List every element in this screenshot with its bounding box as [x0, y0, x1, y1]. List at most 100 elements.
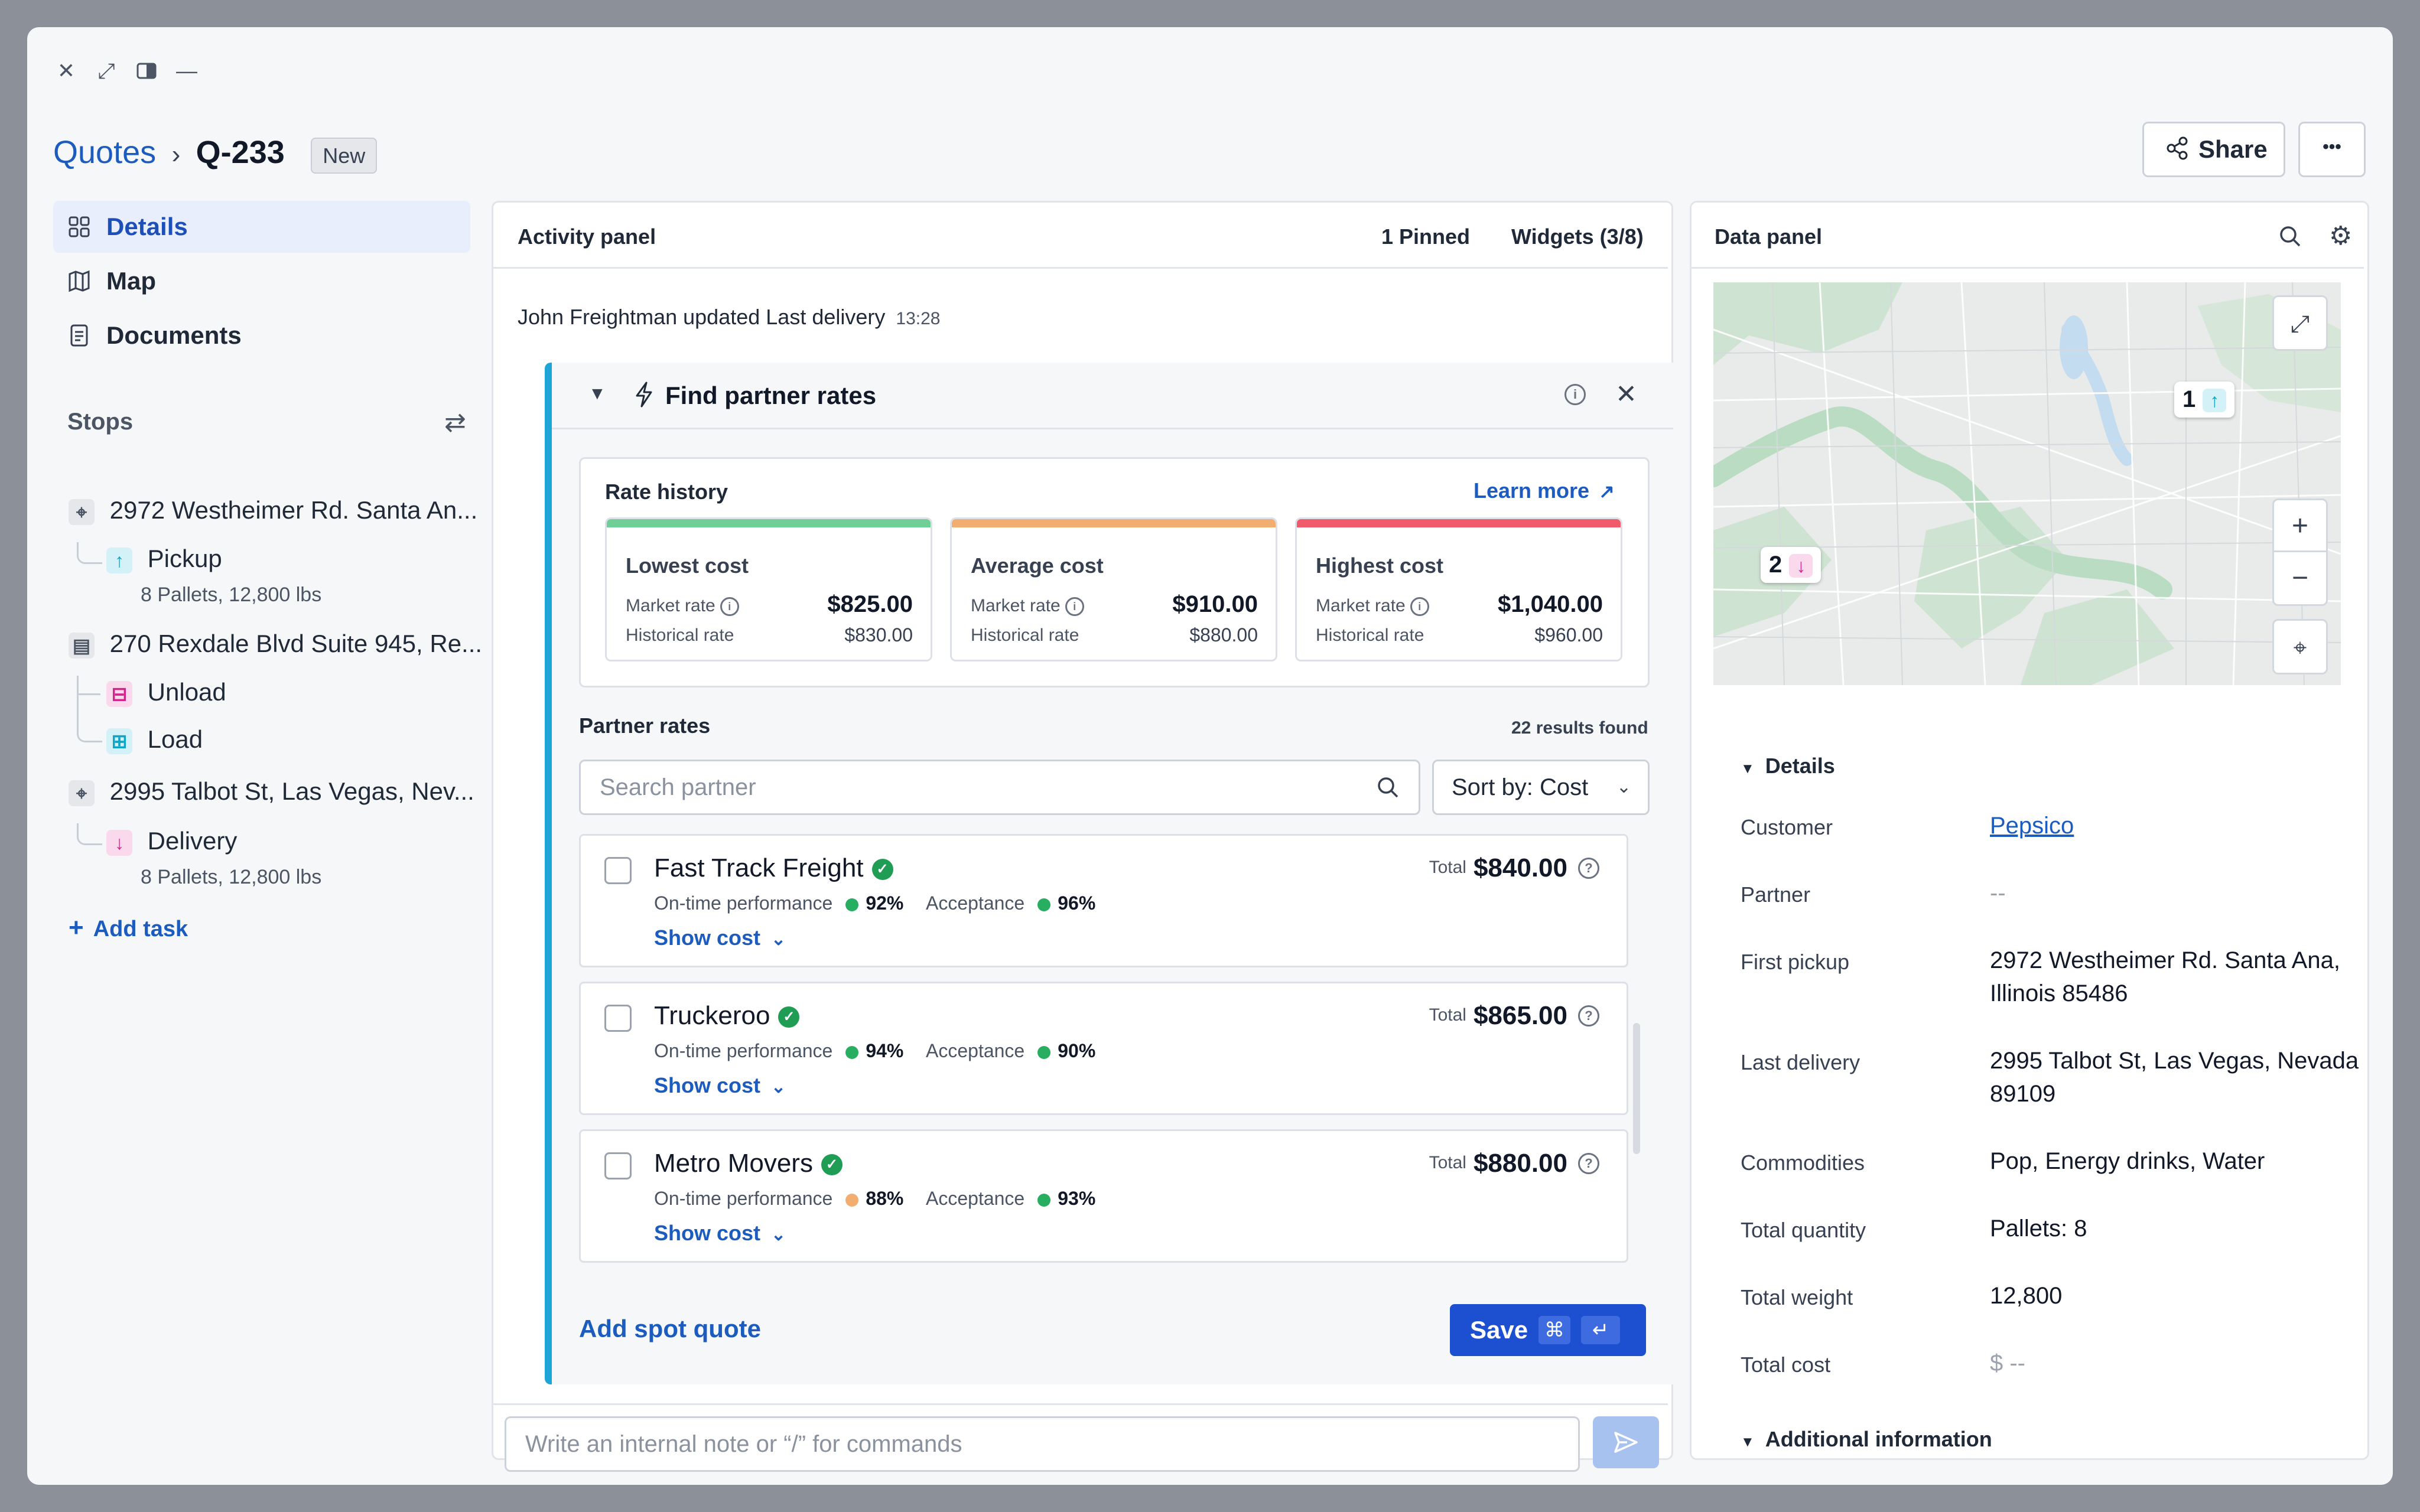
- share-button[interactable]: Share: [2142, 122, 2285, 177]
- task-unload[interactable]: ⊟ Unload: [106, 678, 226, 707]
- verified-badge-icon: ✓: [871, 859, 893, 881]
- select-checkbox[interactable]: [604, 857, 632, 884]
- info-icon[interactable]: i: [1065, 597, 1084, 617]
- task-label: Delivery: [147, 827, 238, 855]
- collapse-caret-icon[interactable]: ▼: [588, 384, 606, 403]
- task-pickup[interactable]: ↑ Pickup: [106, 545, 222, 573]
- pin-label: 2: [1769, 552, 1783, 578]
- add-spot-quote-link[interactable]: Add spot quote: [579, 1315, 761, 1342]
- partner-name: Metro Movers: [654, 1149, 813, 1178]
- stop-address-2[interactable]: ▤ 270 Rexdale Blvd Suite 945, Re...: [69, 630, 482, 659]
- share-icon: [2164, 135, 2190, 164]
- internal-note-input[interactable]: Write an internal note or “/” for comman…: [505, 1416, 1580, 1472]
- task-load[interactable]: ⊞ Load: [106, 725, 203, 754]
- route-map[interactable]: 1 ↑ 2 ↓ ⤢ + − ⌖: [1713, 282, 2341, 685]
- save-button[interactable]: Save ⌘ ↵: [1450, 1304, 1646, 1356]
- help-icon[interactable]: ?: [1578, 1153, 1599, 1174]
- map-pin-1[interactable]: 1 ↑: [2174, 382, 2235, 418]
- total-value: $840.00: [1473, 853, 1567, 882]
- map-pin-2[interactable]: 2 ↓: [1761, 547, 1821, 583]
- ontime-metric: On-time performance 94%: [654, 1040, 904, 1061]
- save-label: Save: [1470, 1316, 1528, 1344]
- minus-icon: −: [2291, 562, 2309, 594]
- sidebar-toggle-icon[interactable]: [134, 58, 160, 84]
- row-total: Total $865.00?: [1429, 1001, 1599, 1031]
- help-icon[interactable]: ?: [1578, 858, 1599, 879]
- gear-icon[interactable]: ⚙: [2329, 221, 2353, 250]
- task-delivery[interactable]: ↓ Delivery: [106, 827, 237, 856]
- show-cost-toggle[interactable]: Show cost ⌄: [654, 1073, 786, 1097]
- add-task-button[interactable]: + Add task: [69, 913, 188, 943]
- partner-name: Fast Track Freight: [654, 853, 864, 882]
- more-options-button[interactable]: •••: [2298, 122, 2366, 177]
- stop-address-3[interactable]: ⌖ 2995 Talbot St, Las Vegas, Nev...: [69, 777, 474, 806]
- caret-down-icon: ▼: [1741, 761, 1755, 777]
- send-button[interactable]: [1593, 1416, 1659, 1468]
- show-cost-toggle[interactable]: Show cost ⌄: [654, 926, 786, 950]
- historical-rate-label: Historical rate: [1316, 625, 1424, 645]
- minimize-icon[interactable]: —: [176, 58, 197, 83]
- help-icon[interactable]: ?: [1578, 1005, 1599, 1027]
- historical-rate-value: $830.00: [844, 624, 913, 646]
- status-dot: [1037, 1045, 1051, 1059]
- box-down-icon: ⊟: [106, 681, 132, 707]
- location-pin-icon: ⌖: [69, 499, 95, 525]
- field-value-customer[interactable]: Pepsico: [1990, 809, 2368, 842]
- info-icon[interactable]: i: [1410, 597, 1429, 617]
- results-count: 22 results found: [1511, 718, 1648, 738]
- search-icon[interactable]: [1375, 774, 1401, 803]
- search-icon[interactable]: [2277, 223, 2303, 252]
- search-partner-input[interactable]: Search partner: [579, 760, 1420, 815]
- arrow-up-icon: ↑: [2203, 389, 2227, 412]
- zoom-out-button[interactable]: −: [2272, 550, 2328, 606]
- nav-item-details[interactable]: Details: [53, 201, 470, 253]
- info-icon[interactable]: i: [720, 597, 739, 617]
- partner-row[interactable]: Metro Movers ✓ On-time performance 88% Acc…: [579, 1129, 1628, 1263]
- field-label-commodities: Commodities: [1741, 1151, 1865, 1175]
- expand-icon[interactable]: ⤢: [97, 58, 115, 83]
- locate-button[interactable]: ⌖: [2272, 619, 2328, 674]
- rate-card-title: Average cost: [971, 553, 1104, 578]
- market-rate-label: Market rate i: [971, 596, 1084, 617]
- activity-panel-title: Activity panel: [518, 224, 656, 249]
- sort-dropdown[interactable]: Sort by: Cost ⌄: [1432, 760, 1650, 815]
- customer-link[interactable]: Pepsico: [1990, 813, 2074, 839]
- share-label: Share: [2198, 135, 2268, 163]
- partner-row[interactable]: Fast Track Freight ✓ On-time performance 9…: [579, 834, 1628, 967]
- rate-card-title: Lowest cost: [626, 553, 749, 578]
- close-icon[interactable]: ✕: [57, 58, 76, 83]
- nav-item-documents[interactable]: Documents: [53, 309, 470, 361]
- pinned-button[interactable]: 1 Pinned: [1381, 224, 1471, 249]
- divider: [1692, 267, 2364, 269]
- widgets-button[interactable]: Widgets (3/8): [1511, 224, 1644, 249]
- show-cost-toggle[interactable]: Show cost ⌄: [654, 1221, 786, 1245]
- stop-address-1[interactable]: ⌖ 2972 Westheimer Rd. Santa An...: [69, 496, 477, 525]
- rate-card-bar: [952, 519, 1276, 527]
- info-icon[interactable]: i: [1560, 384, 1586, 405]
- swap-icon[interactable]: ⇄: [444, 408, 466, 437]
- field-label-first-pickup: First pickup: [1741, 950, 1850, 974]
- select-checkbox[interactable]: [604, 1152, 632, 1179]
- scrollbar-thumb[interactable]: [1633, 1023, 1640, 1154]
- additional-info-toggle[interactable]: ▼ Additional information: [1741, 1427, 1992, 1452]
- rate-card-title: Highest cost: [1316, 553, 1444, 578]
- rate-card-lowest: Lowest cost Market rate i $825.00 Histori…: [605, 517, 932, 662]
- zoom-in-button[interactable]: +: [2272, 498, 2328, 554]
- close-widget-icon[interactable]: ✕: [1615, 380, 1637, 409]
- select-checkbox[interactable]: [604, 1005, 632, 1032]
- field-value-total-cost: $ --: [1990, 1350, 2025, 1376]
- crosshair-icon: ⌖: [2293, 635, 2307, 661]
- external-link-icon: ↗: [1599, 481, 1615, 502]
- details-section-toggle[interactable]: ▼ Details: [1741, 754, 1835, 778]
- task-detail: 8 Pallets, 12,800 lbs: [141, 866, 322, 888]
- expand-map-button[interactable]: ⤢: [2272, 295, 2328, 351]
- widget-title: Find partner rates: [665, 382, 877, 409]
- divider: [552, 428, 1673, 429]
- status-dot: [845, 1045, 859, 1059]
- document-icon: [66, 309, 92, 366]
- data-panel-title: Data panel: [1715, 224, 1823, 249]
- nav-item-map[interactable]: Map: [53, 255, 470, 307]
- learn-more-link[interactable]: Learn more ↗: [1474, 478, 1615, 503]
- breadcrumb-quotes-link[interactable]: Quotes: [53, 135, 157, 170]
- partner-row[interactable]: Truckeroo ✓ On-time performance 94% Accept…: [579, 982, 1628, 1115]
